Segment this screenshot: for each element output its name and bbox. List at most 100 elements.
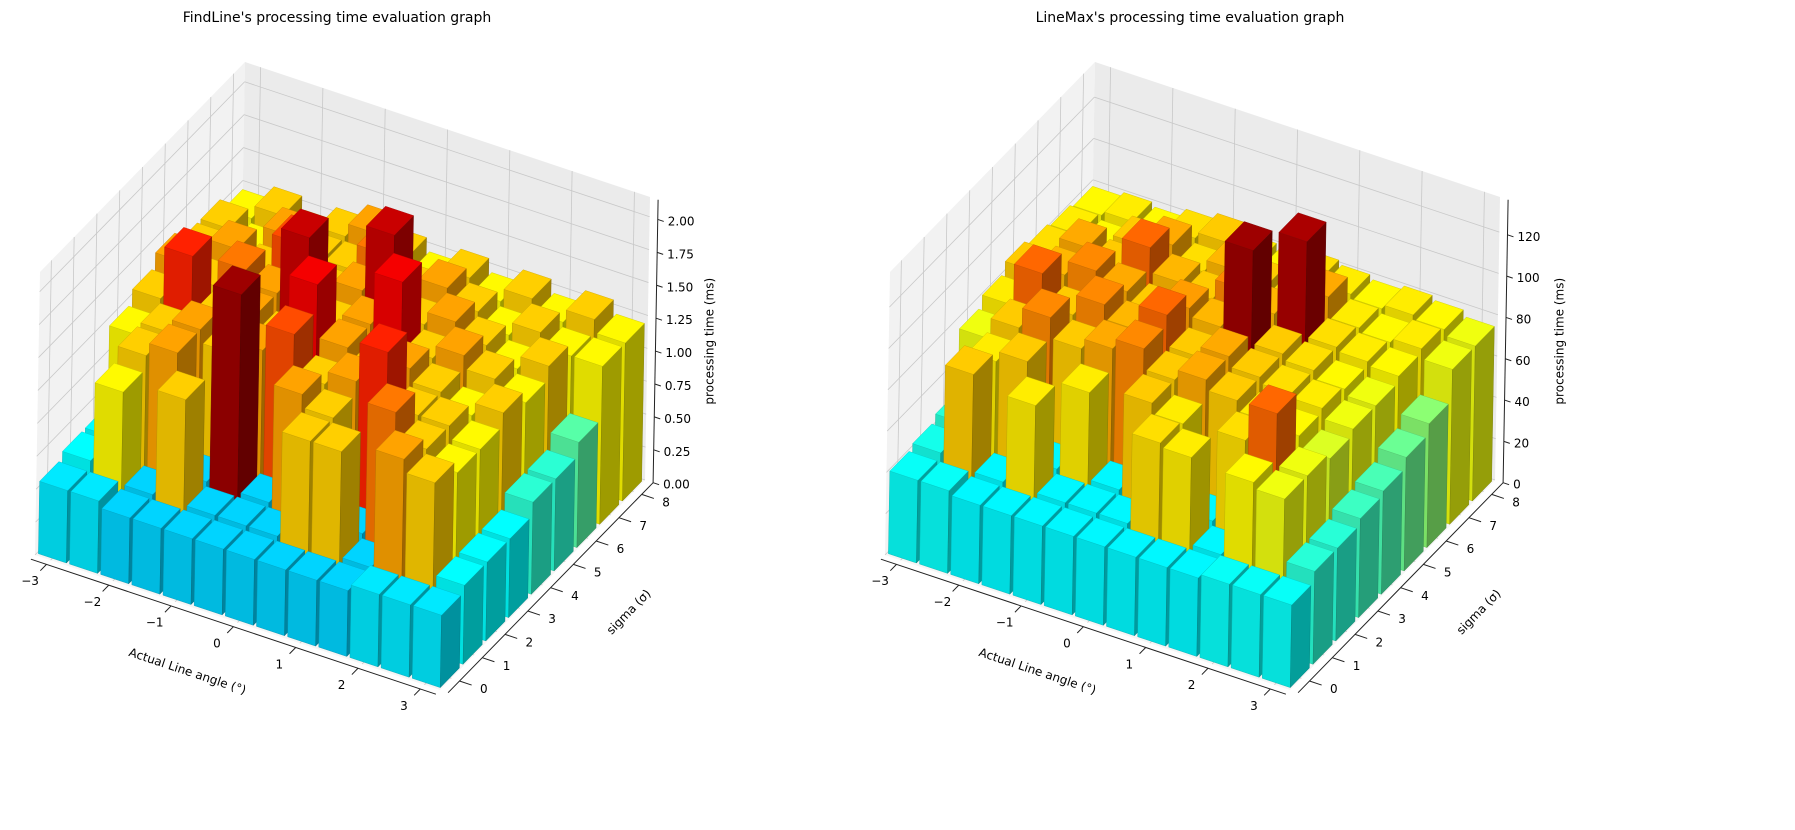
bar-side-face bbox=[1403, 437, 1426, 572]
bar-top-face bbox=[374, 252, 423, 283]
bar-top-face bbox=[982, 486, 1031, 516]
bar-front-face bbox=[981, 506, 1012, 595]
bar-top-face bbox=[435, 326, 484, 356]
bar-top-face bbox=[503, 269, 552, 299]
y-tick-label: 2 bbox=[526, 635, 534, 649]
z-tick bbox=[653, 449, 660, 453]
y-tick bbox=[595, 540, 609, 546]
z-tick-label: 60 bbox=[1515, 354, 1530, 368]
x-tick bbox=[1014, 605, 1022, 613]
bar-top-face bbox=[1131, 413, 1180, 444]
bar-top-face bbox=[481, 509, 530, 539]
y-tick-label: 5 bbox=[1444, 565, 1452, 579]
gridline bbox=[887, 179, 1094, 391]
x-tick bbox=[889, 564, 897, 572]
bar-top-face bbox=[418, 258, 467, 289]
bar-front-face bbox=[131, 518, 162, 595]
bar-top-face bbox=[39, 461, 88, 491]
y-tick bbox=[573, 563, 586, 569]
y-tick bbox=[504, 633, 518, 639]
z-tick-label: 120 bbox=[1517, 230, 1540, 244]
y-tick bbox=[1332, 657, 1345, 663]
x-tick bbox=[39, 564, 47, 572]
x-tick bbox=[1263, 688, 1271, 696]
gridline bbox=[39, 81, 245, 293]
z-tick bbox=[1504, 399, 1511, 403]
z-tick bbox=[1503, 440, 1510, 444]
bar-top-face bbox=[70, 471, 119, 502]
findline-chart: FindLine's processing time evaluation gr… bbox=[21, 10, 716, 713]
bar-top-face bbox=[574, 337, 622, 367]
y-tick bbox=[550, 587, 563, 593]
bar-top-face bbox=[1324, 399, 1373, 430]
bar-top-face bbox=[273, 365, 322, 395]
z-tick-label: 40 bbox=[1515, 395, 1530, 409]
bar-top-face bbox=[1224, 221, 1273, 251]
bar-top-face bbox=[1045, 507, 1094, 537]
x-tick-label: 2 bbox=[338, 678, 346, 692]
bar-front-face bbox=[1262, 595, 1292, 688]
bar-top-face bbox=[1201, 555, 1249, 585]
bar-top-face bbox=[1354, 461, 1403, 492]
bar-front-face bbox=[380, 595, 411, 678]
y-tick-label: 6 bbox=[1467, 542, 1475, 556]
y-tick bbox=[1354, 633, 1368, 639]
x-tick-label: 3 bbox=[400, 699, 408, 713]
y-tick bbox=[1468, 517, 1482, 523]
y-tick-label: 8 bbox=[662, 495, 670, 509]
bar-top-face bbox=[1231, 347, 1280, 378]
bar-front-face bbox=[193, 539, 224, 616]
bar-top-face bbox=[1036, 473, 1085, 503]
y-tick-label: 3 bbox=[548, 612, 556, 626]
z-tick-label: 0 bbox=[1513, 478, 1521, 492]
gridline bbox=[889, 96, 1095, 308]
bar-top-face bbox=[1384, 285, 1433, 316]
bar-top-face bbox=[1059, 218, 1108, 248]
bar-front-face bbox=[256, 560, 286, 636]
bar-top-face bbox=[194, 519, 243, 550]
x-tick-label: 2 bbox=[1188, 678, 1196, 692]
bar-top-face bbox=[406, 453, 455, 484]
bar-top-face bbox=[998, 332, 1047, 362]
y-axis-label: sigma (σ) bbox=[1454, 587, 1504, 638]
bar-top-face bbox=[1067, 483, 1116, 514]
bar-top-face bbox=[1446, 316, 1495, 347]
bar-top-face bbox=[945, 345, 993, 375]
z-tick-label: 0.50 bbox=[664, 412, 691, 426]
z-tick bbox=[655, 350, 662, 354]
z-tick bbox=[1505, 316, 1513, 320]
bar-front-face bbox=[412, 605, 442, 688]
gridline bbox=[244, 81, 650, 218]
x-tick-label: −2 bbox=[934, 595, 952, 609]
y-tick bbox=[527, 610, 541, 616]
y-tick-label: 4 bbox=[1421, 589, 1429, 603]
bar-top-face bbox=[304, 388, 353, 419]
y-tick-label: 4 bbox=[571, 589, 579, 603]
gridline bbox=[1094, 96, 1500, 233]
bar-top-face bbox=[289, 255, 337, 285]
bar-top-face bbox=[1152, 253, 1201, 283]
bar-top-face bbox=[149, 323, 198, 354]
x-tick-label: 1 bbox=[275, 657, 283, 671]
bar-top-face bbox=[1076, 275, 1124, 305]
bar-top-face bbox=[1107, 528, 1156, 558]
bar-front-face bbox=[318, 581, 349, 657]
x-tick-label: −3 bbox=[871, 574, 889, 588]
bar-top-face bbox=[1400, 394, 1449, 424]
bar-side-face bbox=[1426, 403, 1449, 549]
bar-top-face bbox=[1254, 324, 1303, 355]
bar-top-face bbox=[1285, 341, 1334, 371]
gridline bbox=[38, 114, 245, 325]
bar-top-face bbox=[466, 349, 515, 380]
bar-top-face bbox=[1162, 428, 1211, 458]
z-axis-line bbox=[652, 199, 659, 483]
bar-top-face bbox=[420, 396, 469, 426]
bar-front-face bbox=[1137, 557, 1168, 647]
z-tick bbox=[657, 251, 664, 255]
x-tick bbox=[226, 626, 234, 634]
bar-top-face bbox=[920, 461, 969, 491]
bar-top-face bbox=[1308, 317, 1356, 348]
z-tick-label: 20 bbox=[1514, 436, 1529, 450]
z-tick bbox=[652, 482, 660, 486]
